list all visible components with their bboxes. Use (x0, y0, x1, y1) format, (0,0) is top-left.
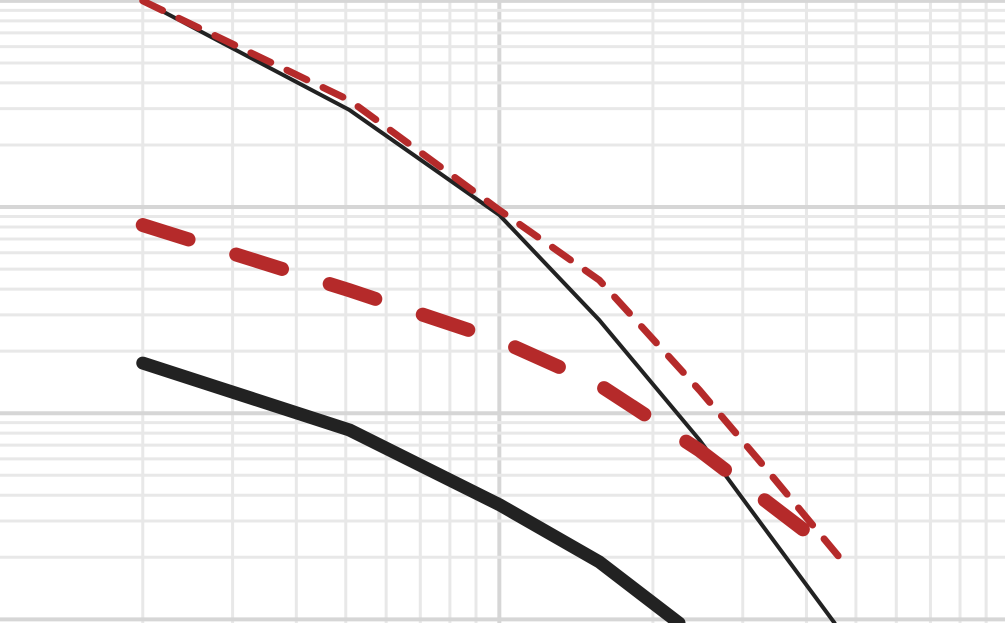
series-line (139, 0, 843, 561)
series-line (140, 0, 837, 623)
series-line (136, 356, 686, 623)
series-line (135, 218, 847, 565)
